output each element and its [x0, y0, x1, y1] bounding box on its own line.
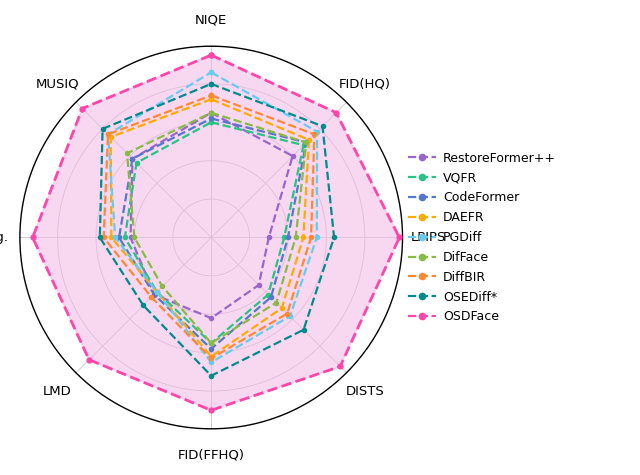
Polygon shape	[33, 55, 399, 410]
Legend: RestoreFormer++, VQFR, CodeFormer, DAEFR, PGDiff, DifFace, DiffBIR, OSEDiff*, OS: RestoreFormer++, VQFR, CodeFormer, DAEFR…	[403, 146, 561, 329]
